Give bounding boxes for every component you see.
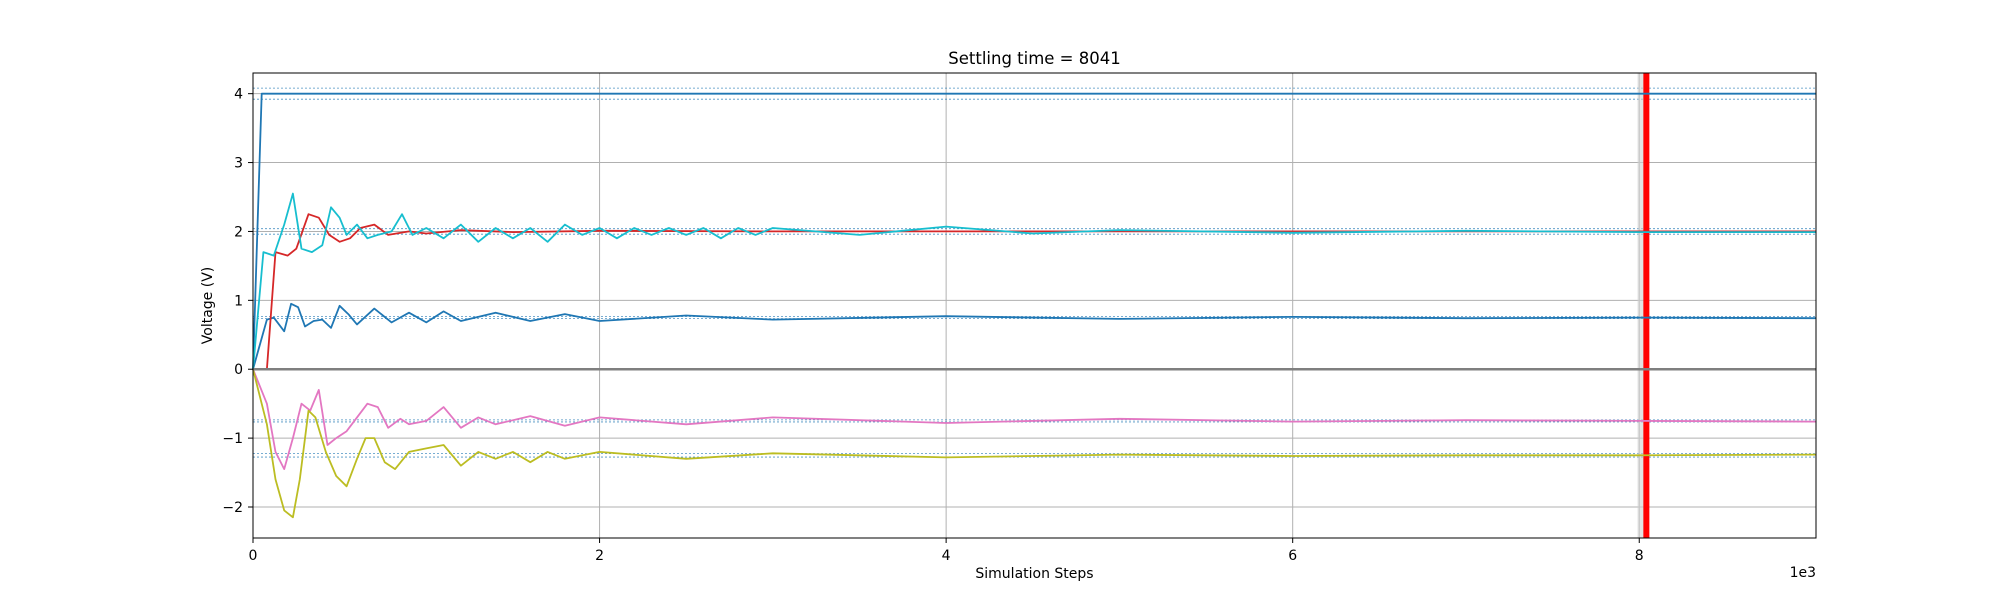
- x-axis-label: Simulation Steps: [975, 566, 1093, 582]
- y-axis-label: Voltage (V): [200, 267, 216, 344]
- x-tick-label: 6: [1288, 548, 1297, 564]
- y-tick-label: 2: [234, 224, 243, 240]
- y-tick-label: −1: [222, 431, 243, 447]
- x-axis-offset-label: 1e3: [1790, 565, 1816, 581]
- chart-title: Settling time = 8041: [948, 49, 1121, 68]
- x-tick-label: 2: [595, 548, 604, 564]
- y-tick-label: −2: [222, 500, 243, 516]
- x-tick-label: 0: [249, 548, 258, 564]
- y-tick-label: 1: [234, 293, 243, 309]
- y-tick-label: 3: [234, 156, 243, 172]
- settling-marker: [1638, 73, 1647, 538]
- y-tick-label: 0: [234, 362, 243, 378]
- x-tick-label: 4: [942, 548, 951, 564]
- y-tick-label: 4: [234, 87, 243, 103]
- x-tick-label: 8: [1635, 548, 1644, 564]
